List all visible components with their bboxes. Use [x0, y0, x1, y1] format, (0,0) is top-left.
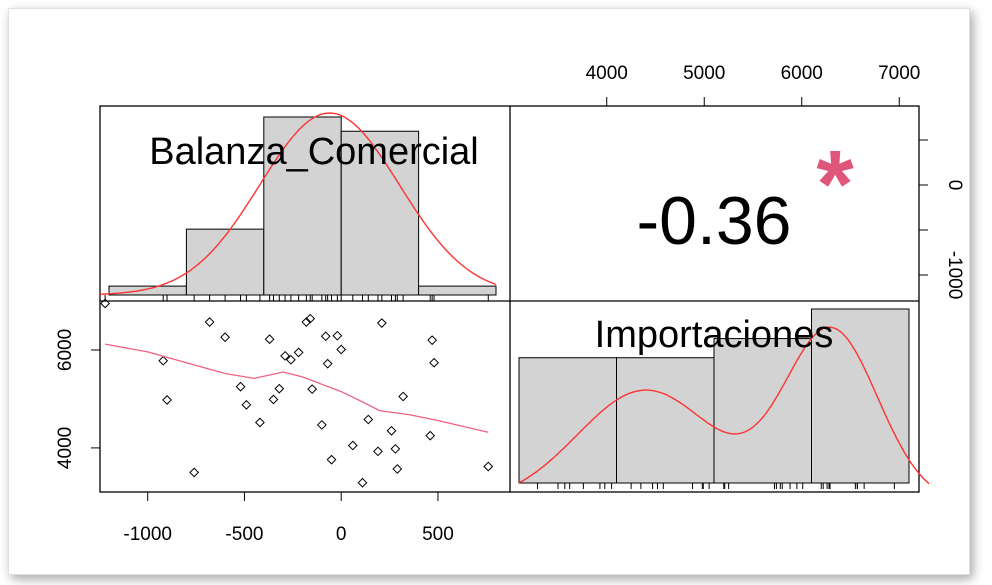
- density-curve-balanza: [100, 112, 497, 295]
- scatter-point: [427, 335, 438, 346]
- significance-star: *: [816, 131, 854, 238]
- scatter-point: [429, 357, 439, 368]
- scatter-point: [483, 461, 494, 472]
- scatter-point: [255, 417, 265, 428]
- density-curve-importaciones: [518, 326, 929, 485]
- histogram-bar-balanza: [418, 285, 497, 296]
- x-axis-bottom-tick-label: -500: [225, 524, 263, 545]
- y-axis-right-tick-label: -1000: [944, 251, 965, 300]
- scatter-matrix-chart: Balanza_Comercial -0.36 * Importaciones -100…: [55, 63, 965, 545]
- scatter-point: [305, 313, 316, 324]
- histogram-bar-importaciones: [811, 308, 910, 484]
- y-axis-left-tick-label: 4000: [55, 427, 76, 469]
- scatter-point: [220, 332, 231, 343]
- histogram-bar-importaciones: [616, 357, 715, 484]
- smooth-line: [104, 343, 489, 433]
- histogram-bar-balanza: [340, 130, 420, 296]
- x-axis-bottom-tick-label: -1000: [123, 524, 172, 545]
- scatter-point: [158, 355, 169, 366]
- scatter-point: [347, 440, 358, 451]
- scatter-point: [301, 317, 312, 327]
- chart-frame: Balanza_Comercial -0.36 * Importaciones -100…: [8, 8, 970, 575]
- scatter-point: [268, 394, 279, 405]
- scatter-point: [162, 395, 172, 405]
- histogram-bar-balanza: [185, 228, 265, 296]
- x-axis-top-tick-label: 5000: [683, 63, 725, 84]
- scatter-point: [264, 334, 275, 345]
- scatter-point: [316, 419, 327, 430]
- x-axis-bottom-tick-label: 500: [422, 524, 454, 545]
- histogram-bar-importaciones: [518, 357, 617, 484]
- scatter-point: [425, 430, 436, 441]
- y-axis-right-tick-label: 0: [944, 180, 965, 191]
- scatter-point: [336, 344, 347, 355]
- x-axis-bottom-tick-label: 0: [336, 524, 347, 545]
- histogram-bar-balanza: [263, 116, 342, 296]
- scatter-point: [332, 330, 343, 341]
- scatter-point: [293, 347, 304, 358]
- scatter-point: [280, 350, 290, 361]
- scatter-point: [326, 454, 337, 465]
- x-axis-top-tick-label: 6000: [781, 63, 823, 84]
- scatter-point: [386, 425, 397, 436]
- x-axis-top-tick-label: 7000: [878, 63, 920, 84]
- correlation-value: -0.36: [637, 183, 792, 259]
- scatter-point: [357, 477, 368, 488]
- scatter-point: [390, 443, 401, 454]
- scatter-point: [235, 381, 246, 392]
- scatter-point: [373, 446, 383, 457]
- variable-label-importaciones: Importaciones: [595, 314, 834, 356]
- scatter-point: [307, 384, 318, 395]
- x-axis-top-tick-label: 4000: [586, 63, 628, 84]
- scatter-point: [363, 414, 374, 425]
- scatter-point: [285, 354, 296, 365]
- scatter-point: [100, 298, 111, 309]
- scatter-point: [392, 464, 403, 474]
- scatter-point: [322, 358, 333, 369]
- y-axis-left-tick-label: 6000: [55, 329, 76, 371]
- scatter-point: [376, 318, 387, 328]
- variable-label-balanza: Balanza_Comercial: [149, 131, 479, 173]
- scatter-point: [274, 383, 285, 394]
- scatter-point: [204, 317, 215, 327]
- scatter-point: [398, 391, 409, 402]
- scatter-point: [241, 399, 252, 410]
- scatter-point: [320, 331, 331, 342]
- scatter-point: [189, 467, 200, 478]
